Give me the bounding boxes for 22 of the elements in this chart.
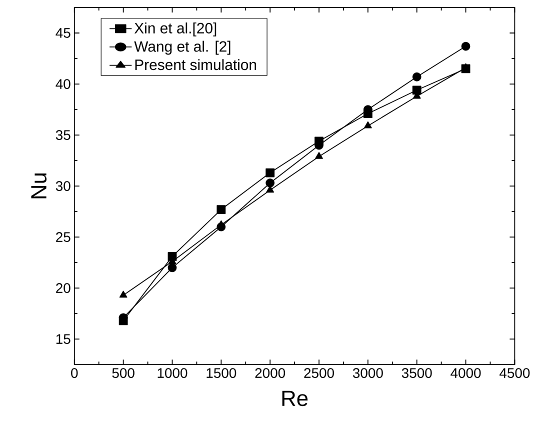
legend-label: Wang et al. [2]: [134, 40, 230, 55]
y-tick-label: 15: [56, 334, 70, 344]
x-tick-label: 1500: [206, 368, 236, 378]
y-tick-label: 45: [56, 28, 70, 38]
y-axis-title: Nu: [31, 174, 47, 198]
x-tick-label: 500: [112, 368, 134, 378]
x-tick-label: 0: [71, 368, 78, 378]
x-tick-label: 3000: [352, 368, 383, 378]
x-tick-label: 1000: [158, 368, 188, 378]
y-tick-label: 40: [56, 79, 70, 89]
x-tick-label: 3500: [402, 368, 432, 378]
y-tick-label: 20: [56, 283, 70, 294]
x-tick-label: 2000: [255, 368, 286, 378]
x-axis-title: Re: [282, 390, 308, 406]
y-tick-label: 30: [56, 181, 70, 191]
x-tick-label: 4000: [450, 368, 481, 378]
legend-label: Xin et al.[20]: [134, 22, 216, 36]
y-tick-label: 25: [56, 232, 70, 242]
x-tick-label: 2500: [304, 368, 334, 378]
legend-label: Present simulation: [135, 59, 256, 70]
y-tick-label: 35: [56, 130, 70, 140]
x-tick-label: 4500: [500, 368, 530, 378]
